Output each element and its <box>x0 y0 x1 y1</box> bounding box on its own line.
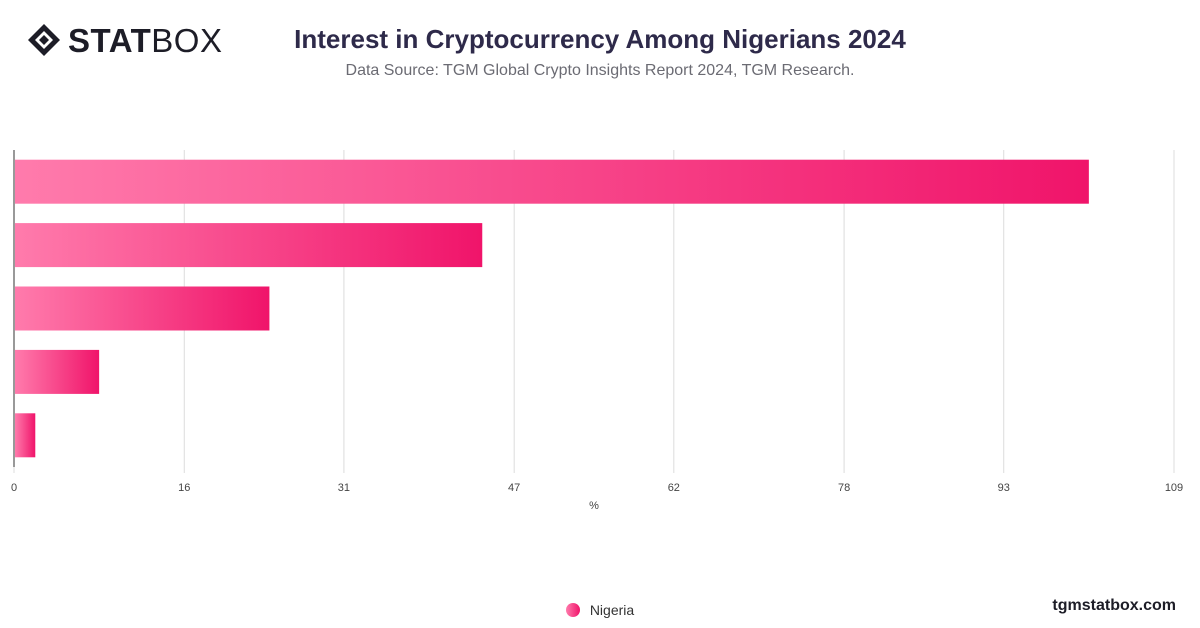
legend[interactable]: Nigeria <box>0 602 1200 618</box>
bar[interactable] <box>15 286 270 331</box>
bars <box>15 159 1089 458</box>
x-tick-label: 31 <box>338 482 350 494</box>
x-tick-label: 62 <box>668 482 680 494</box>
axes: 0 16 31 47 62 78 93 109% <box>11 150 1183 512</box>
x-axis-label: % <box>589 500 599 512</box>
x-tick-label: 0 <box>11 482 17 494</box>
bar[interactable] <box>15 223 483 268</box>
bar[interactable] <box>15 349 100 394</box>
bar[interactable] <box>15 413 36 458</box>
legend-label: Nigeria <box>589 602 635 618</box>
logo-text: STATBOX <box>68 21 223 59</box>
chart-title: Interest in Cryptocurrency Among Nigeria… <box>294 24 906 54</box>
chart-subtitle: Data Source: TGM Global Crypto Insights … <box>345 62 855 79</box>
bar[interactable] <box>15 159 1089 204</box>
x-tick-label: 93 <box>998 482 1010 494</box>
x-tick-label: 47 <box>508 482 520 494</box>
x-tick-label: 109 <box>1165 482 1183 494</box>
statbox-logo-icon <box>28 24 60 56</box>
x-tick-label: 16 <box>178 482 190 494</box>
x-tick-label: 78 <box>838 482 850 494</box>
statbox-logo: STATBOX <box>26 22 222 58</box>
legend-swatch <box>565 603 580 617</box>
footer-site: tgmstatbox.com <box>1052 597 1176 614</box>
